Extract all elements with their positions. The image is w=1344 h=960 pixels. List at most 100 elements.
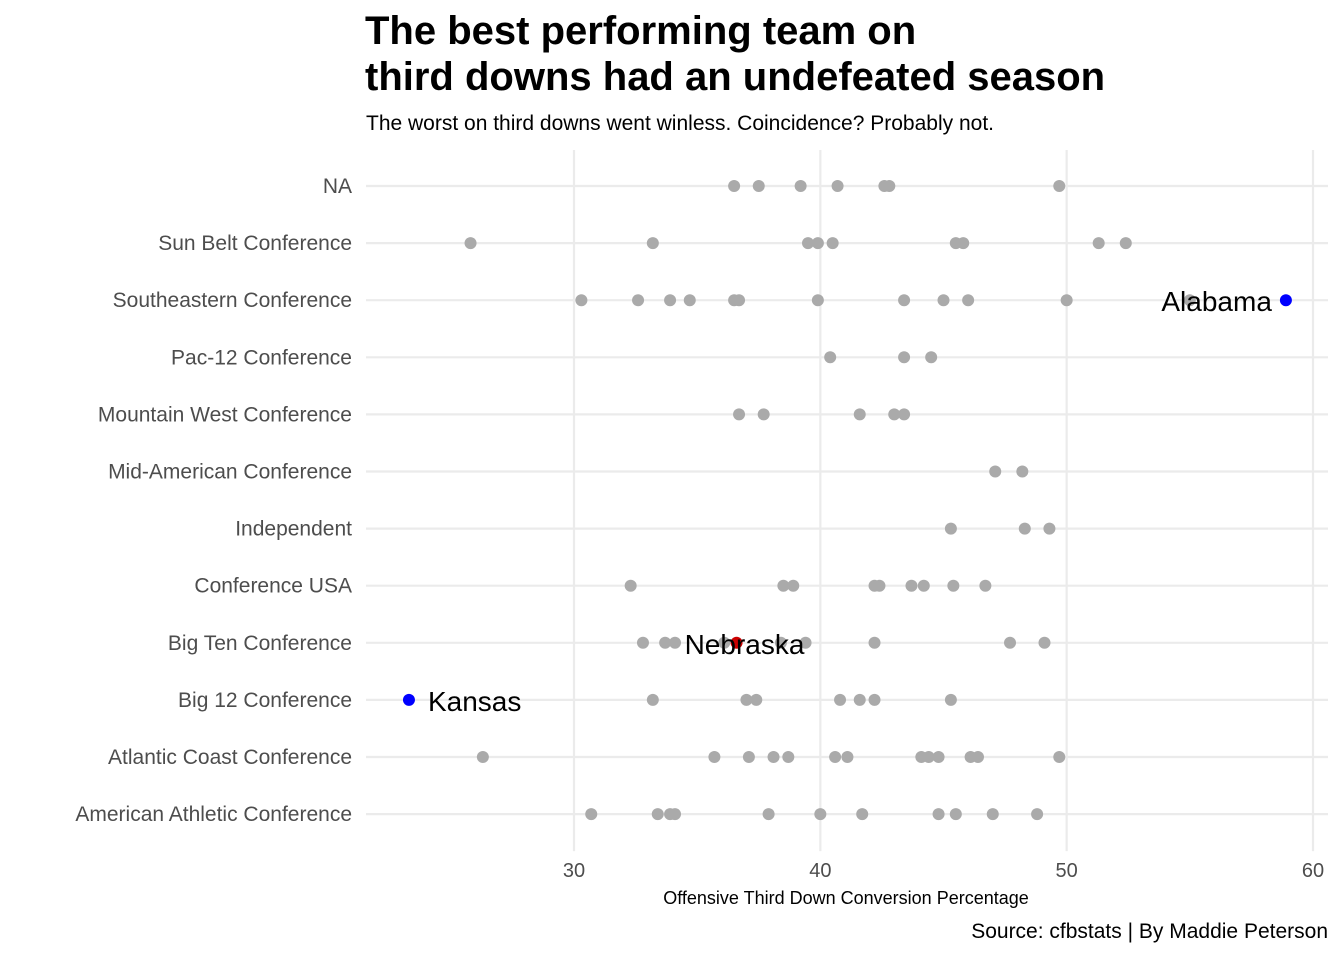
- data-point: [856, 808, 869, 821]
- data-point: [742, 751, 755, 763]
- data-point: [1092, 237, 1105, 250]
- data-point: [1183, 294, 1196, 307]
- highlighted-points: Alabama Kansas Nebraska: [402, 286, 1292, 717]
- highlight-label: Alabama: [1161, 286, 1272, 317]
- data-point: [733, 408, 746, 421]
- y-tick-label: Atlantic Coast Conference: [108, 746, 352, 769]
- data-point: [841, 751, 854, 763]
- y-tick-label: Sun Belt Conference: [158, 232, 352, 255]
- data-point: [873, 579, 886, 592]
- data-point: [957, 237, 970, 250]
- highlight-point: [730, 636, 743, 649]
- highlight-label: Kansas: [428, 686, 521, 717]
- data-point: [868, 693, 881, 706]
- data-point: [932, 808, 945, 821]
- data-point: [464, 237, 477, 250]
- data-point: [1004, 636, 1017, 649]
- data-point: [831, 180, 844, 192]
- y-tick-label: Conference USA: [194, 575, 352, 598]
- chart-subtitle: The worst on third downs went winless. C…: [366, 112, 994, 135]
- data-point: [651, 808, 664, 821]
- data-point: [824, 351, 837, 364]
- data-points: [464, 180, 1196, 821]
- data-point: [932, 751, 945, 763]
- data-point: [829, 751, 842, 763]
- data-point: [1060, 294, 1073, 307]
- data-point: [925, 351, 938, 364]
- data-point: [787, 579, 800, 592]
- data-point: [937, 294, 950, 307]
- data-point: [1053, 180, 1066, 192]
- chart-caption: Source: cfbstats | By Maddie Peterson: [971, 920, 1328, 943]
- data-point: [646, 693, 659, 706]
- data-point: [1038, 636, 1051, 649]
- data-point: [794, 180, 807, 192]
- data-point: [971, 751, 984, 763]
- data-point: [659, 636, 672, 649]
- y-tick-label: Pac-12 Conference: [171, 346, 352, 369]
- data-point: [774, 636, 787, 649]
- data-point: [757, 408, 770, 421]
- data-point: [799, 636, 812, 649]
- data-point: [476, 751, 489, 763]
- data-point: [1016, 465, 1029, 478]
- data-point: [1053, 751, 1066, 763]
- x-tick-label: 40: [809, 860, 831, 882]
- data-point: [740, 693, 753, 706]
- data-point: [646, 237, 659, 250]
- data-point: [949, 808, 962, 821]
- y-tick-label: Big 12 Conference: [178, 689, 352, 712]
- x-tick-label: 60: [1302, 860, 1324, 882]
- data-point: [834, 693, 847, 706]
- y-tick-label: Big Ten Conference: [168, 632, 352, 655]
- y-tick-label: Mountain West Conference: [98, 403, 352, 426]
- highlight-label: Nebraska: [685, 629, 805, 660]
- y-tick-label: Southeastern Conference: [113, 289, 352, 312]
- data-point: [898, 294, 911, 307]
- data-point: [922, 751, 935, 763]
- highlight-point: [402, 693, 415, 706]
- data-point: [575, 294, 588, 307]
- data-point: [752, 180, 765, 192]
- data-point: [767, 751, 780, 763]
- data-point: [1043, 522, 1056, 535]
- x-axis-title: Offensive Third Down Conversion Percenta…: [663, 888, 1029, 908]
- data-point: [853, 693, 866, 706]
- data-point: [811, 294, 824, 307]
- data-point: [624, 579, 637, 592]
- y-tick-label: Mid-American Conference: [108, 461, 352, 484]
- data-point: [802, 237, 815, 250]
- data-point: [1119, 237, 1132, 250]
- data-point: [733, 294, 746, 307]
- x-tick-label: 50: [1056, 860, 1078, 882]
- data-point: [814, 808, 827, 821]
- data-point: [826, 237, 839, 250]
- grid-lines: [366, 150, 1328, 852]
- data-point: [1031, 808, 1044, 821]
- data-point: [668, 636, 681, 649]
- data-point: [944, 693, 957, 706]
- data-point: [898, 351, 911, 364]
- data-point: [947, 579, 960, 592]
- data-point: [728, 180, 741, 192]
- data-point: [683, 294, 696, 307]
- data-point: [883, 180, 896, 192]
- data-point: [664, 294, 677, 307]
- data-point: [668, 808, 681, 821]
- data-point: [905, 579, 918, 592]
- data-point: [811, 237, 824, 250]
- data-point: [898, 408, 911, 421]
- y-axis-tick-labels: American Athletic Conference Atlantic Coa…: [75, 175, 352, 826]
- y-tick-label: Independent: [235, 518, 352, 541]
- data-point: [1018, 522, 1031, 535]
- data-point: [782, 751, 795, 763]
- data-point: [962, 294, 975, 307]
- data-point: [708, 751, 721, 763]
- x-tick-label: 30: [563, 860, 585, 882]
- chart-title: The best performing team on third downs …: [365, 9, 1106, 99]
- data-point: [989, 465, 1002, 478]
- data-point: [853, 408, 866, 421]
- data-point: [762, 808, 775, 821]
- data-point: [777, 579, 790, 592]
